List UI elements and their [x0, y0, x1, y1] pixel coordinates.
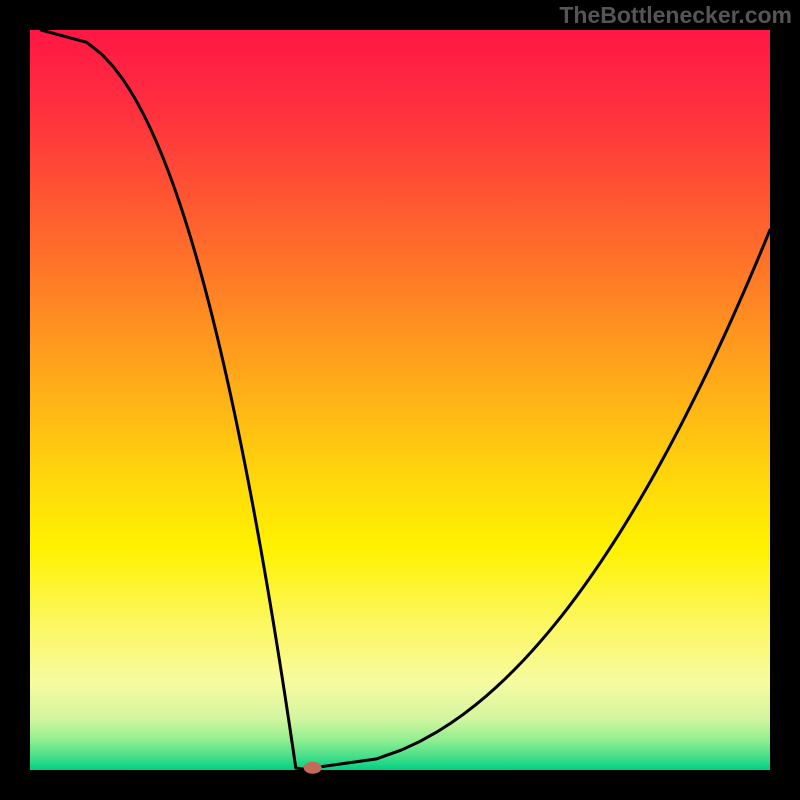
chart-svg — [0, 0, 800, 800]
optimal-point-marker — [304, 762, 322, 774]
watermark-text: TheBottlenecker.com — [559, 2, 792, 29]
plot-background — [30, 30, 770, 770]
chart-container: TheBottlenecker.com — [0, 0, 800, 800]
